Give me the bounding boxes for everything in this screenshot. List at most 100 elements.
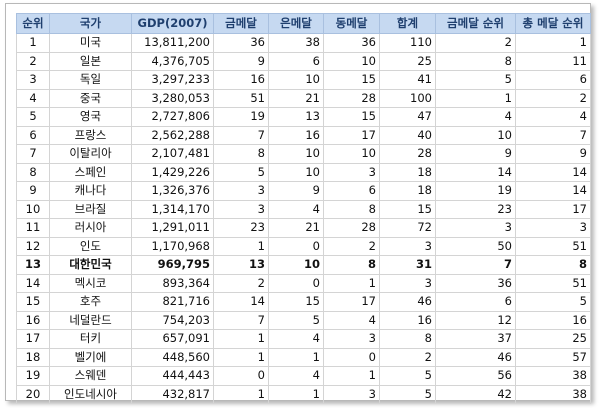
- cell-gold-rank: 1: [435, 88, 516, 108]
- cell-gold-rank: 2: [435, 33, 516, 53]
- cell-total-rank: 8: [515, 255, 591, 275]
- cell-total: 5: [379, 384, 436, 404]
- cell-total-rank: 17: [515, 199, 591, 219]
- cell-rank: 3: [16, 70, 50, 90]
- cell-rank: 15: [16, 292, 50, 312]
- cell-bronze: 28: [323, 218, 380, 238]
- cell-silver: 16: [268, 125, 324, 145]
- cell-bronze: 1: [323, 366, 380, 386]
- cell-total: 5: [379, 366, 436, 386]
- table-row: 20 인도네시아 432,817 1 1 3 5 42 38: [16, 384, 591, 404]
- cell-gdp: 1,291,011: [131, 218, 214, 238]
- cell-gold-rank: 23: [435, 199, 516, 219]
- table-row: 2 일본 4,376,705 9 6 10 25 8 11: [16, 51, 591, 71]
- cell-rank: 6: [16, 125, 50, 145]
- cell-total: 16: [379, 310, 436, 330]
- cell-gdp: 1,314,170: [131, 199, 214, 219]
- cell-gdp: 448,560: [131, 347, 214, 367]
- cell-bronze: 17: [323, 292, 380, 312]
- cell-total-rank: 14: [515, 162, 591, 182]
- cell-total: 18: [379, 181, 436, 201]
- cell-total: 72: [379, 218, 436, 238]
- cell-silver: 1: [268, 384, 324, 404]
- header-gold: 금메달: [213, 13, 269, 34]
- cell-total: 110: [379, 33, 436, 53]
- cell-total-rank: 38: [515, 366, 591, 386]
- cell-total-rank: 16: [515, 310, 591, 330]
- header-row: 순위 국가 GDP(2007) 금메달 은메달 동메달 합계 금메달 순위 총 …: [16, 13, 591, 34]
- cell-gdp: 1,326,376: [131, 181, 214, 201]
- cell-bronze: 0: [323, 347, 380, 367]
- cell-bronze: 2: [323, 236, 380, 256]
- header-country: 국가: [49, 13, 132, 34]
- cell-country: 대한민국: [49, 255, 132, 275]
- cell-silver: 10: [268, 144, 324, 164]
- cell-total-rank: 9: [515, 144, 591, 164]
- cell-gdp: 1,170,968: [131, 236, 214, 256]
- cell-silver: 38: [268, 33, 324, 53]
- cell-gold: 3: [213, 181, 269, 201]
- table-body: 1 미국 13,811,200 36 38 36 110 2 1 2 일본 4,376,705 9 6 10…: [16, 33, 591, 404]
- cell-rank: 16: [16, 310, 50, 330]
- cell-gold-rank: 50: [435, 236, 516, 256]
- cell-bronze: 1: [323, 273, 380, 293]
- cell-rank: 14: [16, 273, 50, 293]
- cell-total-rank: 57: [515, 347, 591, 367]
- table-row: 12 인도 1,170,968 1 0 2 3 50 51: [16, 236, 591, 256]
- table-row: 5 영국 2,727,806 19 13 15 47 4 4: [16, 107, 591, 127]
- cell-gold-rank: 6: [435, 292, 516, 312]
- cell-total: 28: [379, 144, 436, 164]
- cell-total-rank: 6: [515, 70, 591, 90]
- table-row: 19 스웨덴 444,443 0 4 1 5 56 38: [16, 366, 591, 386]
- header-total: 합계: [379, 13, 436, 34]
- table-row: 3 독일 3,297,233 16 10 15 41 5 6: [16, 70, 591, 90]
- table-row: 18 벨기에 448,560 1 1 0 2 46 57: [16, 347, 591, 367]
- cell-silver: 0: [268, 273, 324, 293]
- cell-gold-rank: 46: [435, 347, 516, 367]
- cell-gold-rank: 19: [435, 181, 516, 201]
- cell-gold: 7: [213, 310, 269, 330]
- cell-gold-rank: 36: [435, 273, 516, 293]
- cell-total: 40: [379, 125, 436, 145]
- cell-country: 호주: [49, 292, 132, 312]
- table-row: 6 프랑스 2,562,288 7 16 17 40 10 7: [16, 125, 591, 145]
- cell-gold-rank: 7: [435, 255, 516, 275]
- cell-country: 이탈리아: [49, 144, 132, 164]
- cell-silver: 4: [268, 199, 324, 219]
- cell-silver: 4: [268, 366, 324, 386]
- cell-rank: 11: [16, 218, 50, 238]
- cell-silver: 9: [268, 181, 324, 201]
- cell-gdp: 4,376,705: [131, 51, 214, 71]
- cell-total-rank: 5: [515, 292, 591, 312]
- cell-total: 3: [379, 273, 436, 293]
- cell-gdp: 754,203: [131, 310, 214, 330]
- table-row: 1 미국 13,811,200 36 38 36 110 2 1: [16, 33, 591, 53]
- cell-country: 멕시코: [49, 273, 132, 293]
- table-row: 15 호주 821,716 14 15 17 46 6 5: [16, 292, 591, 312]
- cell-total-rank: 51: [515, 273, 591, 293]
- cell-gold-rank: 3: [435, 218, 516, 238]
- cell-gdp: 1,429,226: [131, 162, 214, 182]
- cell-gold: 1: [213, 384, 269, 404]
- cell-gold-rank: 14: [435, 162, 516, 182]
- cell-silver: 10: [268, 162, 324, 182]
- cell-total: 3: [379, 236, 436, 256]
- cell-bronze: 17: [323, 125, 380, 145]
- cell-country: 터키: [49, 329, 132, 349]
- cell-gdp: 2,562,288: [131, 125, 214, 145]
- cell-gold: 9: [213, 51, 269, 71]
- cell-bronze: 28: [323, 88, 380, 108]
- cell-gold: 36: [213, 33, 269, 53]
- header-total-rank: 총 메달 순위: [515, 13, 591, 34]
- header-gdp: GDP(2007): [131, 13, 214, 34]
- cell-total-rank: 1: [515, 33, 591, 53]
- table-row: 14 멕시코 893,364 2 0 1 3 36 51: [16, 273, 591, 293]
- cell-total-rank: 11: [515, 51, 591, 71]
- cell-country: 캐나다: [49, 181, 132, 201]
- cell-silver: 4: [268, 329, 324, 349]
- cell-gold-rank: 9: [435, 144, 516, 164]
- cell-bronze: 8: [323, 255, 380, 275]
- cell-rank: 4: [16, 88, 50, 108]
- table-row: 16 네덜란드 754,203 7 5 4 16 12 16: [16, 310, 591, 330]
- cell-gold: 5: [213, 162, 269, 182]
